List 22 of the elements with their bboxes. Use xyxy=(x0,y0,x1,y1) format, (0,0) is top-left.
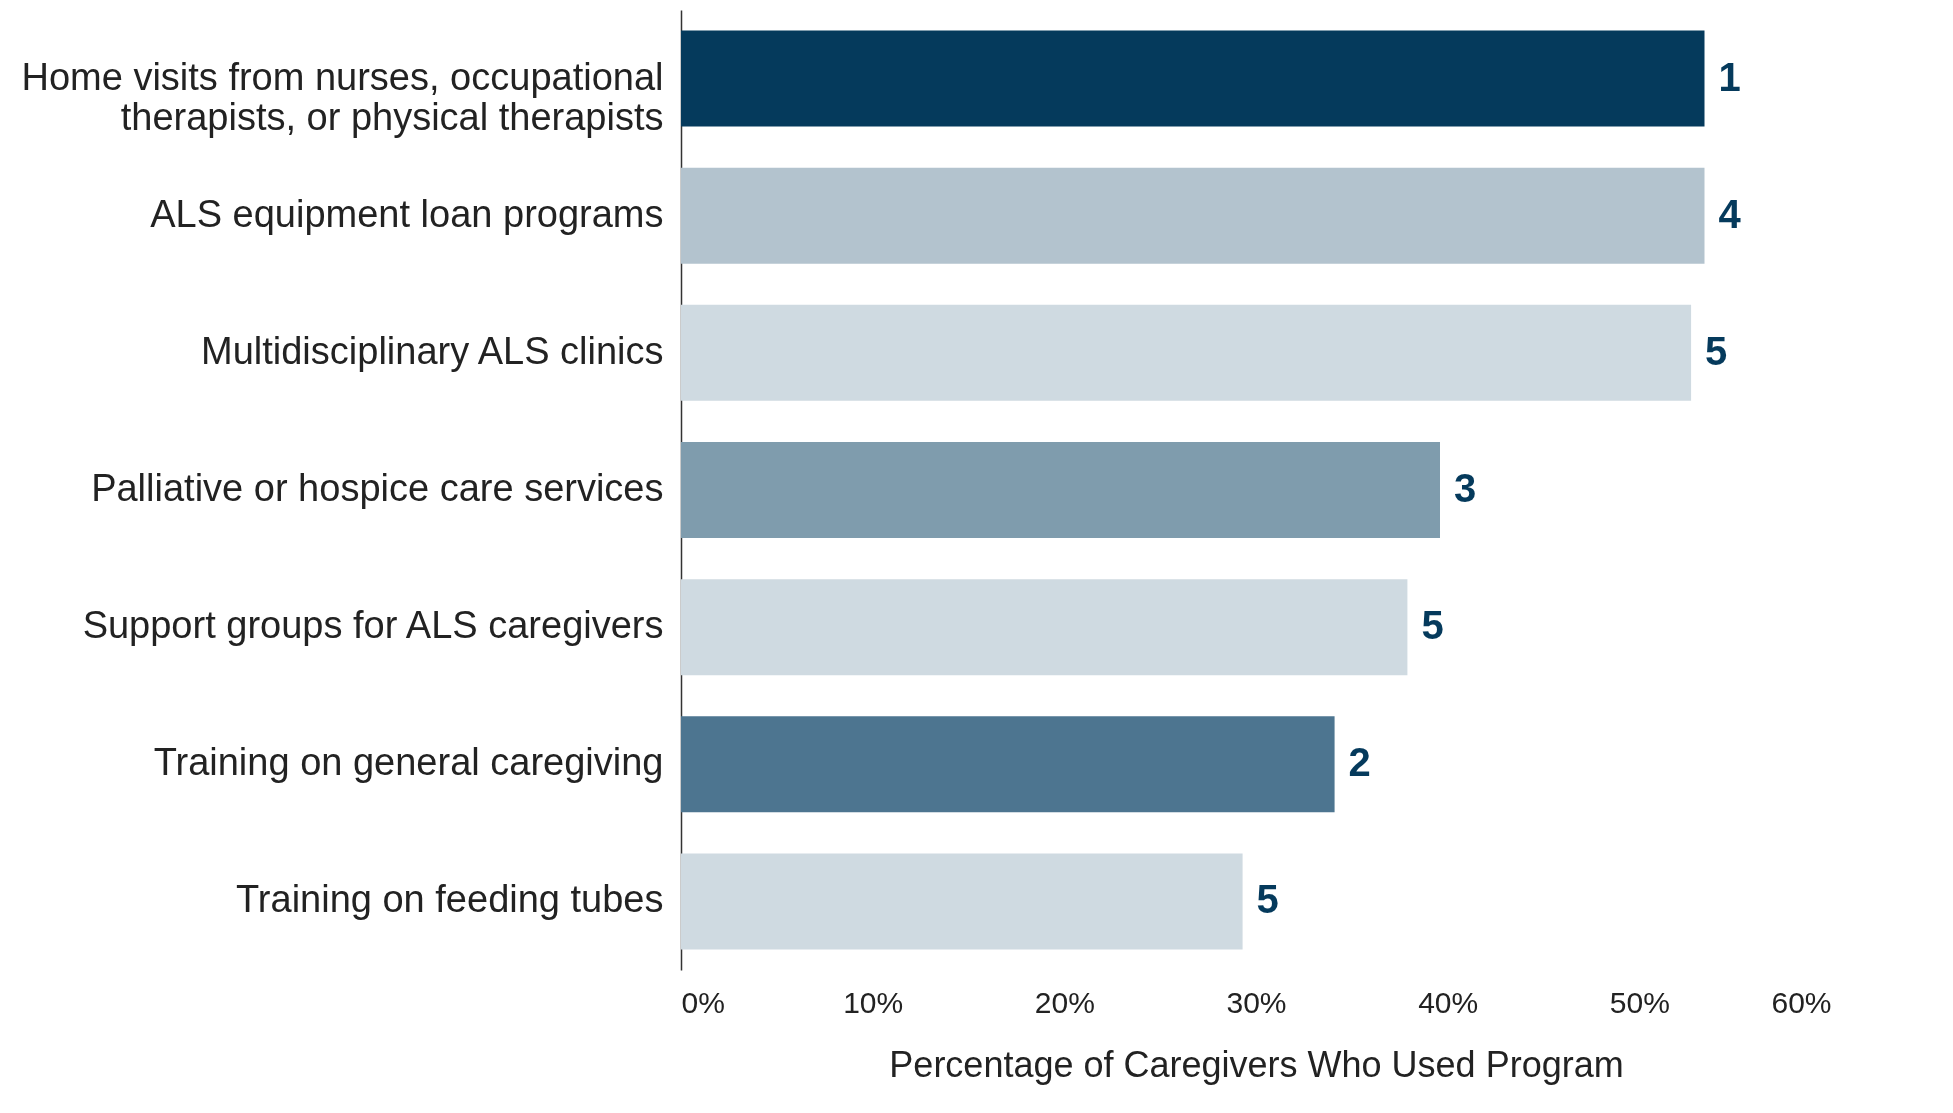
annotation: 5 xyxy=(1705,328,1728,373)
x-axis-title: Percentage of Caregivers Who Used Program xyxy=(889,1043,1624,1085)
x-tick-label: 10% xyxy=(843,985,904,1019)
annotation: 4 xyxy=(1718,191,1742,236)
y-tick-label: Training on feeding tubes xyxy=(236,878,664,921)
annotation: 3 xyxy=(1454,466,1477,510)
y-tick-label: Support groups for ALS caregivers xyxy=(82,604,664,647)
y-tick-label: Multidisciplinary ALS clinics xyxy=(201,329,664,372)
y-tick-label: ALS equipment loan programs xyxy=(150,192,664,235)
x-tick-label: 50% xyxy=(1609,985,1670,1019)
y-tick-label: Training on general caregiving xyxy=(153,741,664,784)
annotation: 5 xyxy=(1421,603,1444,648)
y-tick-label: Palliative or hospice care services xyxy=(91,467,664,509)
x-tick-label: 20% xyxy=(1034,985,1095,1019)
x-tick-label: 40% xyxy=(1418,985,1479,1019)
y-tick-label: Home visits from nurses, occupational therapists, or physical therapists xyxy=(21,55,664,138)
x-tick-label: 30% xyxy=(1226,985,1287,1019)
x-tick-label: 0% xyxy=(681,985,725,1019)
annotation: 5 xyxy=(1256,877,1279,922)
x-tick-label: 60% xyxy=(1771,985,1832,1019)
annotation: 2 xyxy=(1348,740,1371,785)
annotation: 1 xyxy=(1718,54,1741,99)
